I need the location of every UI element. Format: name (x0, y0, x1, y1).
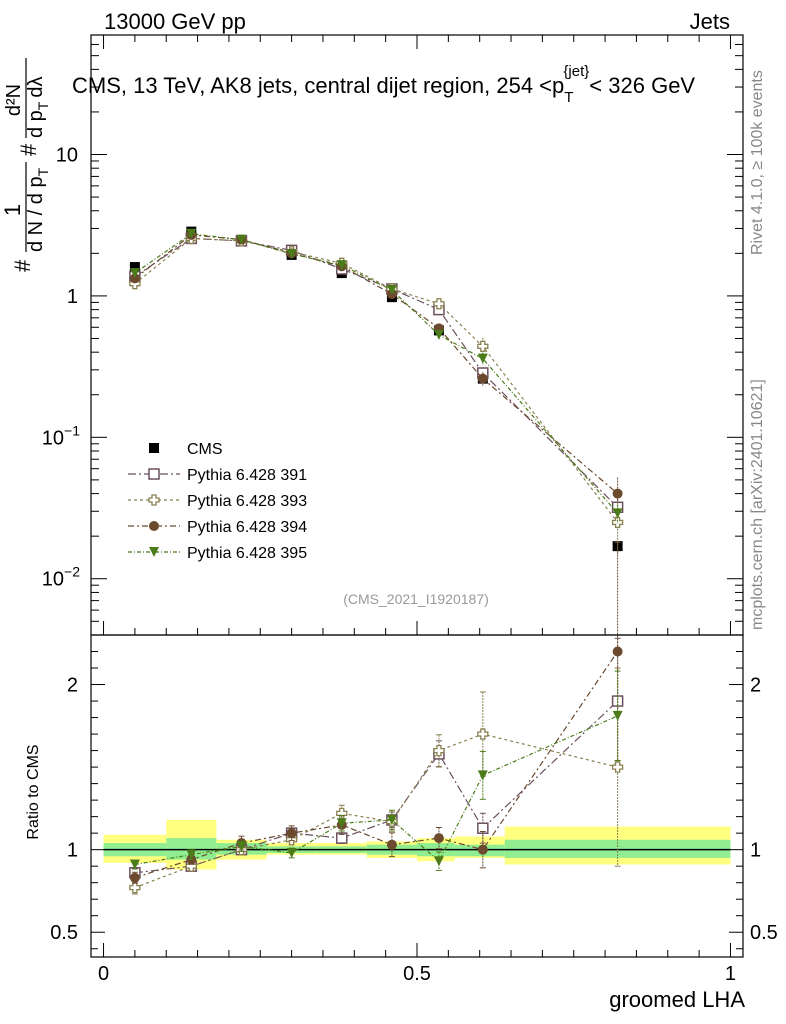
series-marker-ratio (433, 833, 444, 844)
series-marker-main (611, 516, 624, 529)
x-axis-label: groomed LHA (609, 987, 745, 1012)
series-marker-ratio (336, 818, 347, 829)
ratio-tick-label-right: 1 (750, 840, 761, 862)
series-marker-ratio (286, 847, 297, 858)
y-tick-label: 10−1 (42, 422, 80, 449)
legend-marker (149, 443, 159, 453)
series-marker-main (477, 373, 488, 384)
series-marker-main (386, 285, 397, 296)
series-marker-main (286, 248, 297, 259)
y-tick-label: 10 (56, 145, 78, 167)
legend-label: Pythia 6.428 394 (187, 519, 307, 536)
rivet-label: Rivet 4.1.0, ≥ 100k events (749, 70, 766, 255)
series-marker-ratio (186, 849, 197, 860)
header-right: Jets (690, 9, 730, 34)
y-label-den: d N / d pT (25, 167, 51, 252)
series-marker-ratio (286, 828, 297, 839)
ratio-panel-frame (90, 634, 744, 958)
x-tick-label: 0.5 (403, 963, 431, 985)
y-tick-label: 1 (67, 286, 78, 308)
series-marker-ratio (386, 839, 397, 850)
axis-ticks: 0 0.5 1 10−2 10−1 1 10 0.5 0.5 1 1 2 2 (42, 34, 778, 985)
series-marker-ratio (129, 872, 140, 883)
chart-title: CMS, 13 TeV, AK8 jets, central dijet reg… (72, 63, 695, 106)
ratio-tick-label-right: 0.5 (750, 922, 778, 944)
series-marker-ratio (129, 881, 141, 894)
chart-title-sub: T (564, 89, 573, 106)
series-marker-main (612, 488, 623, 499)
legend-marker (148, 494, 160, 506)
series-marker-ratio (386, 814, 397, 825)
data-marker (129, 262, 140, 273)
series-marker-ratio (477, 770, 488, 781)
legend-label: Pythia 6.428 393 (187, 493, 307, 510)
series-marker-ratio (433, 744, 445, 757)
series-marker-main (236, 234, 247, 245)
series-marker-main (129, 268, 140, 279)
series-marker-ratio (612, 646, 623, 657)
legend-marker (149, 521, 159, 531)
series-line-main (134, 237, 619, 508)
chart-title-tail: < 326 GeV (589, 73, 695, 98)
band-stat (166, 838, 217, 860)
series-marker-main (477, 340, 489, 352)
x-tick-label: 0 (98, 963, 109, 985)
y-label-num: 1 (0, 204, 25, 216)
legend-marker (149, 547, 159, 557)
series-marker-ratio (433, 856, 444, 867)
ratio-y-label: Ratio to CMS (25, 744, 42, 839)
y-axis-label: # 1 d N / d pT # d²N d pTdλ (0, 58, 51, 272)
y-label-hash2: # (16, 143, 41, 156)
chart-title-main: CMS, 13 TeV, AK8 jets, central dijet reg… (72, 73, 564, 98)
series-marker-main (477, 353, 488, 364)
series-marker-main (612, 508, 623, 519)
ratio-tick-label: 2 (67, 675, 78, 697)
y-label-right-den: d pTdλ (25, 77, 51, 139)
legend-label: CMS (187, 441, 223, 458)
series-marker-ratio (477, 844, 488, 855)
series-marker-ratio (236, 841, 247, 852)
series-marker-ratio (477, 728, 489, 740)
chart-title-sup: {jet} (563, 63, 589, 80)
header-left: 13000 GeV pp (104, 9, 246, 34)
ratio-tick-label-right: 2 (750, 675, 761, 697)
data-uncertainty-band (103, 819, 731, 870)
series-marker-ratio (612, 710, 623, 721)
series-marker-main (336, 260, 347, 271)
legend-label: Pythia 6.428 391 (187, 467, 307, 484)
mcplots-label: mcplots.cern.ch [arXiv:2401.10621] (749, 379, 766, 630)
series-marker-main (129, 273, 140, 284)
legend: CMS Pythia 6.428 391 Pythia 6.428 393 Pythi… (128, 441, 307, 562)
ratio-tick-label: 0.5 (50, 922, 78, 944)
series-marker-ratio (336, 832, 348, 844)
y-label-hash: # (10, 259, 35, 272)
data-series (129, 226, 624, 895)
x-tick-label: 1 (725, 963, 736, 985)
analysis-watermark: (CMS_2021_I1920187) (343, 591, 489, 607)
series-marker-main (186, 228, 197, 239)
legend-label: Pythia 6.428 395 (187, 545, 307, 562)
legend-marker (148, 468, 160, 480)
series-marker-main (433, 329, 444, 340)
series-marker-main (433, 298, 445, 310)
y-tick-label: 10−2 (42, 564, 80, 591)
ratio-tick-label: 1 (67, 840, 78, 862)
y-label-right-num: d²N (3, 84, 25, 116)
series-marker-ratio (611, 761, 624, 773)
series-marker-ratio (129, 859, 140, 870)
